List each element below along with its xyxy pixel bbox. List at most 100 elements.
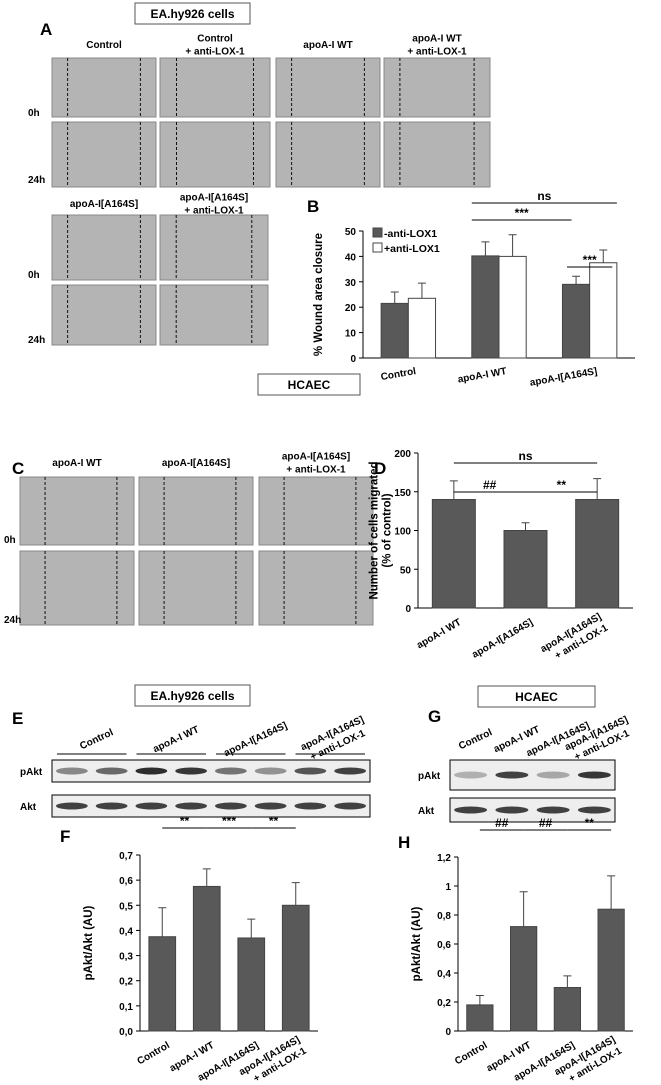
- panel-letter: H: [398, 833, 410, 852]
- y-tick-label: 0,7: [119, 851, 133, 862]
- significance-label: ##: [495, 816, 509, 830]
- band: [95, 802, 128, 810]
- micrograph: [275, 57, 381, 118]
- y-tick-label: 0,2: [437, 998, 451, 1009]
- significance-label: ***: [583, 253, 597, 267]
- micrograph: [159, 57, 271, 118]
- band: [536, 806, 570, 814]
- significance-label: **: [557, 478, 567, 492]
- x-tick-label: Control: [135, 1040, 171, 1067]
- y-tick-label: 10: [345, 329, 357, 340]
- y-axis-label: pAkt/Akt (AU): [411, 906, 423, 981]
- x-tick-label: apoA-I[A164S]: [529, 366, 598, 389]
- bar: [498, 255, 527, 359]
- error-bar: [449, 480, 458, 500]
- error-bar: [158, 907, 167, 937]
- y-tick-label: 0,0: [119, 1027, 133, 1038]
- band: [135, 767, 168, 775]
- error-bar: [508, 234, 517, 257]
- significance-label: ##: [483, 478, 497, 492]
- y-axis-label: % Wound area closure: [313, 233, 325, 356]
- micrograph: [159, 284, 269, 346]
- micrograph: [159, 121, 271, 188]
- error-bar: [599, 249, 608, 263]
- header: EA.hy926 cells: [150, 689, 234, 703]
- micrograph: [383, 121, 491, 188]
- header-box: [134, 684, 251, 707]
- bar: [471, 255, 500, 359]
- y-tick-label: 0,4: [437, 969, 451, 980]
- bar: [561, 283, 591, 359]
- band: [175, 802, 208, 810]
- column-label: Control: [86, 40, 122, 51]
- row-label: 24h: [28, 175, 45, 186]
- y-tick-label: 0,6: [119, 876, 133, 887]
- column-label: apoA-I WT + anti-LOX-1: [407, 34, 467, 58]
- bar: [192, 885, 221, 1032]
- header-box: [477, 685, 596, 708]
- y-tick-label: 200: [394, 449, 411, 460]
- y-tick-label: 20: [345, 303, 357, 314]
- significance-label: ***: [222, 814, 236, 828]
- band: [495, 771, 529, 779]
- row-label: 0h: [4, 535, 16, 546]
- error-bar: [291, 882, 300, 906]
- error-bar: [390, 291, 399, 304]
- x-tick-label: apoA-I[A164S]+ anti-LOX-1: [539, 611, 611, 666]
- micrograph: [383, 57, 491, 118]
- y-tick-label: 1,2: [437, 853, 451, 864]
- y-tick-label: 0,2: [119, 977, 133, 988]
- band: [254, 767, 287, 775]
- band: [495, 806, 529, 814]
- row-label: Akt: [418, 806, 435, 817]
- error-bar: [417, 282, 426, 299]
- y-tick-label: 0: [405, 604, 411, 615]
- bar: [466, 1004, 494, 1032]
- y-axis-label: Number of cells migrated(% of control): [369, 461, 394, 599]
- band: [577, 806, 611, 814]
- header: HCAEC: [515, 690, 558, 704]
- error-bar: [521, 522, 530, 531]
- x-tick-label: apoA-I[A164S]+ anti-LOX-1: [237, 1034, 309, 1085]
- column-label: Control + anti-LOX-1: [185, 34, 245, 58]
- column-label: apoA-I WT: [52, 458, 101, 469]
- y-tick-label: 30: [345, 278, 357, 289]
- micrograph: [159, 214, 269, 281]
- error-bar: [202, 868, 211, 887]
- y-tick-label: 0: [445, 1027, 451, 1038]
- x-tick-label: apoA-I WT: [457, 366, 508, 385]
- column-label: apoA-I[A164S]: [70, 199, 138, 210]
- y-tick-label: 100: [394, 527, 411, 538]
- column-label: apoA-I[A164S]: [162, 458, 230, 469]
- error-bar: [563, 975, 572, 988]
- header: EA.hy926 cells: [150, 7, 234, 21]
- micrograph: [51, 214, 157, 281]
- legend-label: -anti-LOX1: [384, 228, 437, 240]
- panel-letter: A: [40, 20, 52, 39]
- bar: [503, 530, 548, 609]
- panel-letter: C: [12, 459, 24, 478]
- y-tick-label: 1: [445, 882, 451, 893]
- header-box: [134, 2, 251, 25]
- row-label: 0h: [28, 270, 40, 281]
- error-bar: [481, 241, 490, 256]
- micrograph: [19, 550, 135, 626]
- y-tick-label: 50: [400, 565, 412, 576]
- bar: [589, 262, 618, 359]
- y-tick-label: 40: [345, 252, 357, 263]
- band: [55, 802, 88, 810]
- error-bar: [475, 994, 484, 1005]
- bar: [281, 904, 310, 1032]
- column-label: apoA-I[A164S] + anti-LOX-1: [282, 452, 350, 476]
- panel-letter: G: [428, 707, 441, 726]
- lane-label: Control: [78, 727, 115, 752]
- band: [55, 767, 88, 775]
- y-tick-label: 0,3: [119, 952, 133, 963]
- band: [214, 767, 247, 775]
- y-tick-label: 0,5: [119, 901, 133, 912]
- row-label: Akt: [20, 802, 37, 813]
- bar: [431, 499, 476, 609]
- row-label: pAkt: [20, 767, 43, 778]
- y-tick-label: 50: [345, 227, 357, 238]
